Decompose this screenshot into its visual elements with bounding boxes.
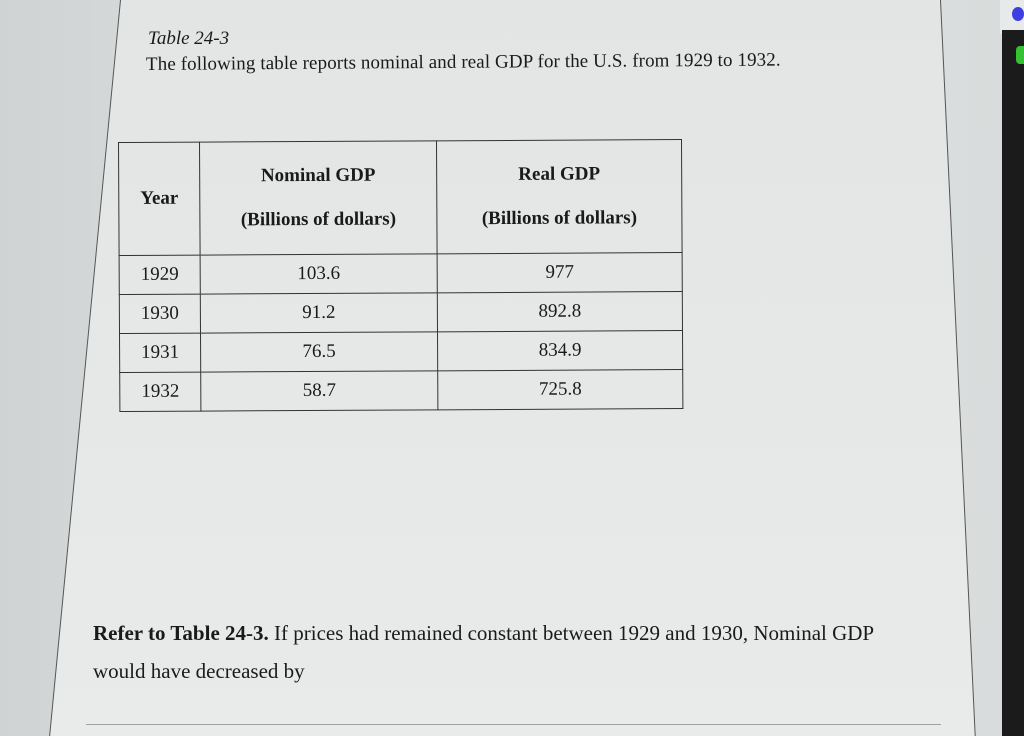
header-real-unit: (Billions of dollars)	[481, 207, 638, 230]
question-reference: Refer to Table 24-3.	[93, 621, 269, 645]
header-nominal-label: Nominal GDP	[260, 164, 376, 187]
question-body: If prices had remained constant between …	[93, 621, 874, 683]
table-title: Table 24-3	[148, 28, 230, 49]
cell-real: 725.8	[437, 369, 683, 410]
header-nominal-unit: (Billions of dollars)	[240, 208, 397, 231]
cell-nominal: 91.2	[200, 292, 438, 334]
cell-nominal: 58.7	[200, 370, 438, 412]
gdp-table: Year Nominal GDP (Billions of dollars) R…	[118, 139, 683, 412]
answer-divider	[86, 724, 941, 725]
cell-year: 1929	[119, 255, 201, 295]
question-text: Refer to Table 24-3. If prices had remai…	[93, 614, 913, 690]
table-row: 1929 103.6 977	[119, 252, 683, 295]
header-real-gdp: Real GDP (Billions of dollars)	[436, 139, 683, 254]
cell-nominal: 76.5	[200, 331, 438, 373]
cell-year: 1930	[119, 294, 201, 334]
cell-year: 1932	[119, 372, 201, 412]
header-year: Year	[118, 142, 201, 256]
table-row: 1931 76.5 834.9	[119, 330, 683, 373]
status-dot-blue-icon	[1012, 7, 1024, 21]
header-real-label: Real GDP	[518, 163, 601, 185]
cell-nominal: 103.6	[200, 253, 438, 295]
table-row: 1932 58.7 725.8	[119, 369, 683, 412]
header-nominal-gdp: Nominal GDP (Billions of dollars)	[199, 140, 438, 256]
status-dot-green-icon	[1016, 46, 1024, 64]
cell-real: 977	[437, 252, 683, 293]
cell-real: 892.8	[437, 291, 683, 332]
table-row: 1930 91.2 892.8	[119, 291, 683, 334]
cell-year: 1931	[119, 333, 201, 373]
cell-real: 834.9	[437, 330, 683, 371]
table-header-row: Year Nominal GDP (Billions of dollars) R…	[118, 139, 683, 256]
table-intro: The following table reports nominal and …	[145, 49, 781, 75]
device-bezel	[1002, 30, 1024, 736]
